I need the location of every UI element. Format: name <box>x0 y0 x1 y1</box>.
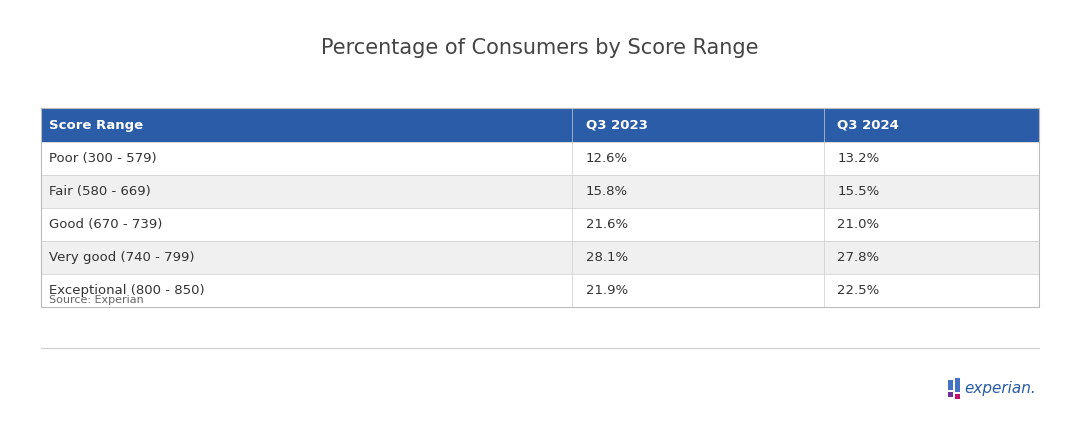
Bar <box>41 241 1039 274</box>
Text: 21.0%: 21.0% <box>837 218 879 231</box>
Bar <box>41 274 1039 307</box>
Bar <box>41 108 1039 307</box>
Text: 15.8%: 15.8% <box>585 185 627 198</box>
Bar <box>948 392 953 397</box>
Bar <box>955 394 960 399</box>
Text: 27.8%: 27.8% <box>837 251 879 264</box>
Bar <box>41 108 1039 142</box>
Text: 13.2%: 13.2% <box>837 152 880 165</box>
Bar <box>41 208 1039 241</box>
Text: 21.6%: 21.6% <box>585 218 627 231</box>
Text: Score Range: Score Range <box>49 119 144 131</box>
Text: Very good (740 - 799): Very good (740 - 799) <box>49 251 194 264</box>
Text: Fair (580 - 669): Fair (580 - 669) <box>49 185 151 198</box>
Text: 21.9%: 21.9% <box>585 284 627 297</box>
Bar <box>41 175 1039 208</box>
Text: 28.1%: 28.1% <box>585 251 627 264</box>
Text: 12.6%: 12.6% <box>585 152 627 165</box>
Text: Percentage of Consumers by Score Range: Percentage of Consumers by Score Range <box>321 38 759 58</box>
Text: Source: Experian: Source: Experian <box>49 295 144 305</box>
Text: experian.: experian. <box>964 380 1036 395</box>
Text: Good (670 - 739): Good (670 - 739) <box>49 218 162 231</box>
Text: Exceptional (800 - 850): Exceptional (800 - 850) <box>49 284 205 297</box>
Bar <box>41 142 1039 175</box>
Text: Q3 2024: Q3 2024 <box>837 119 900 131</box>
Text: 15.5%: 15.5% <box>837 185 880 198</box>
Text: Poor (300 - 579): Poor (300 - 579) <box>49 152 157 165</box>
Text: 22.5%: 22.5% <box>837 284 880 297</box>
Text: Q3 2023: Q3 2023 <box>585 119 648 131</box>
Bar <box>955 378 960 392</box>
Bar <box>948 380 953 390</box>
